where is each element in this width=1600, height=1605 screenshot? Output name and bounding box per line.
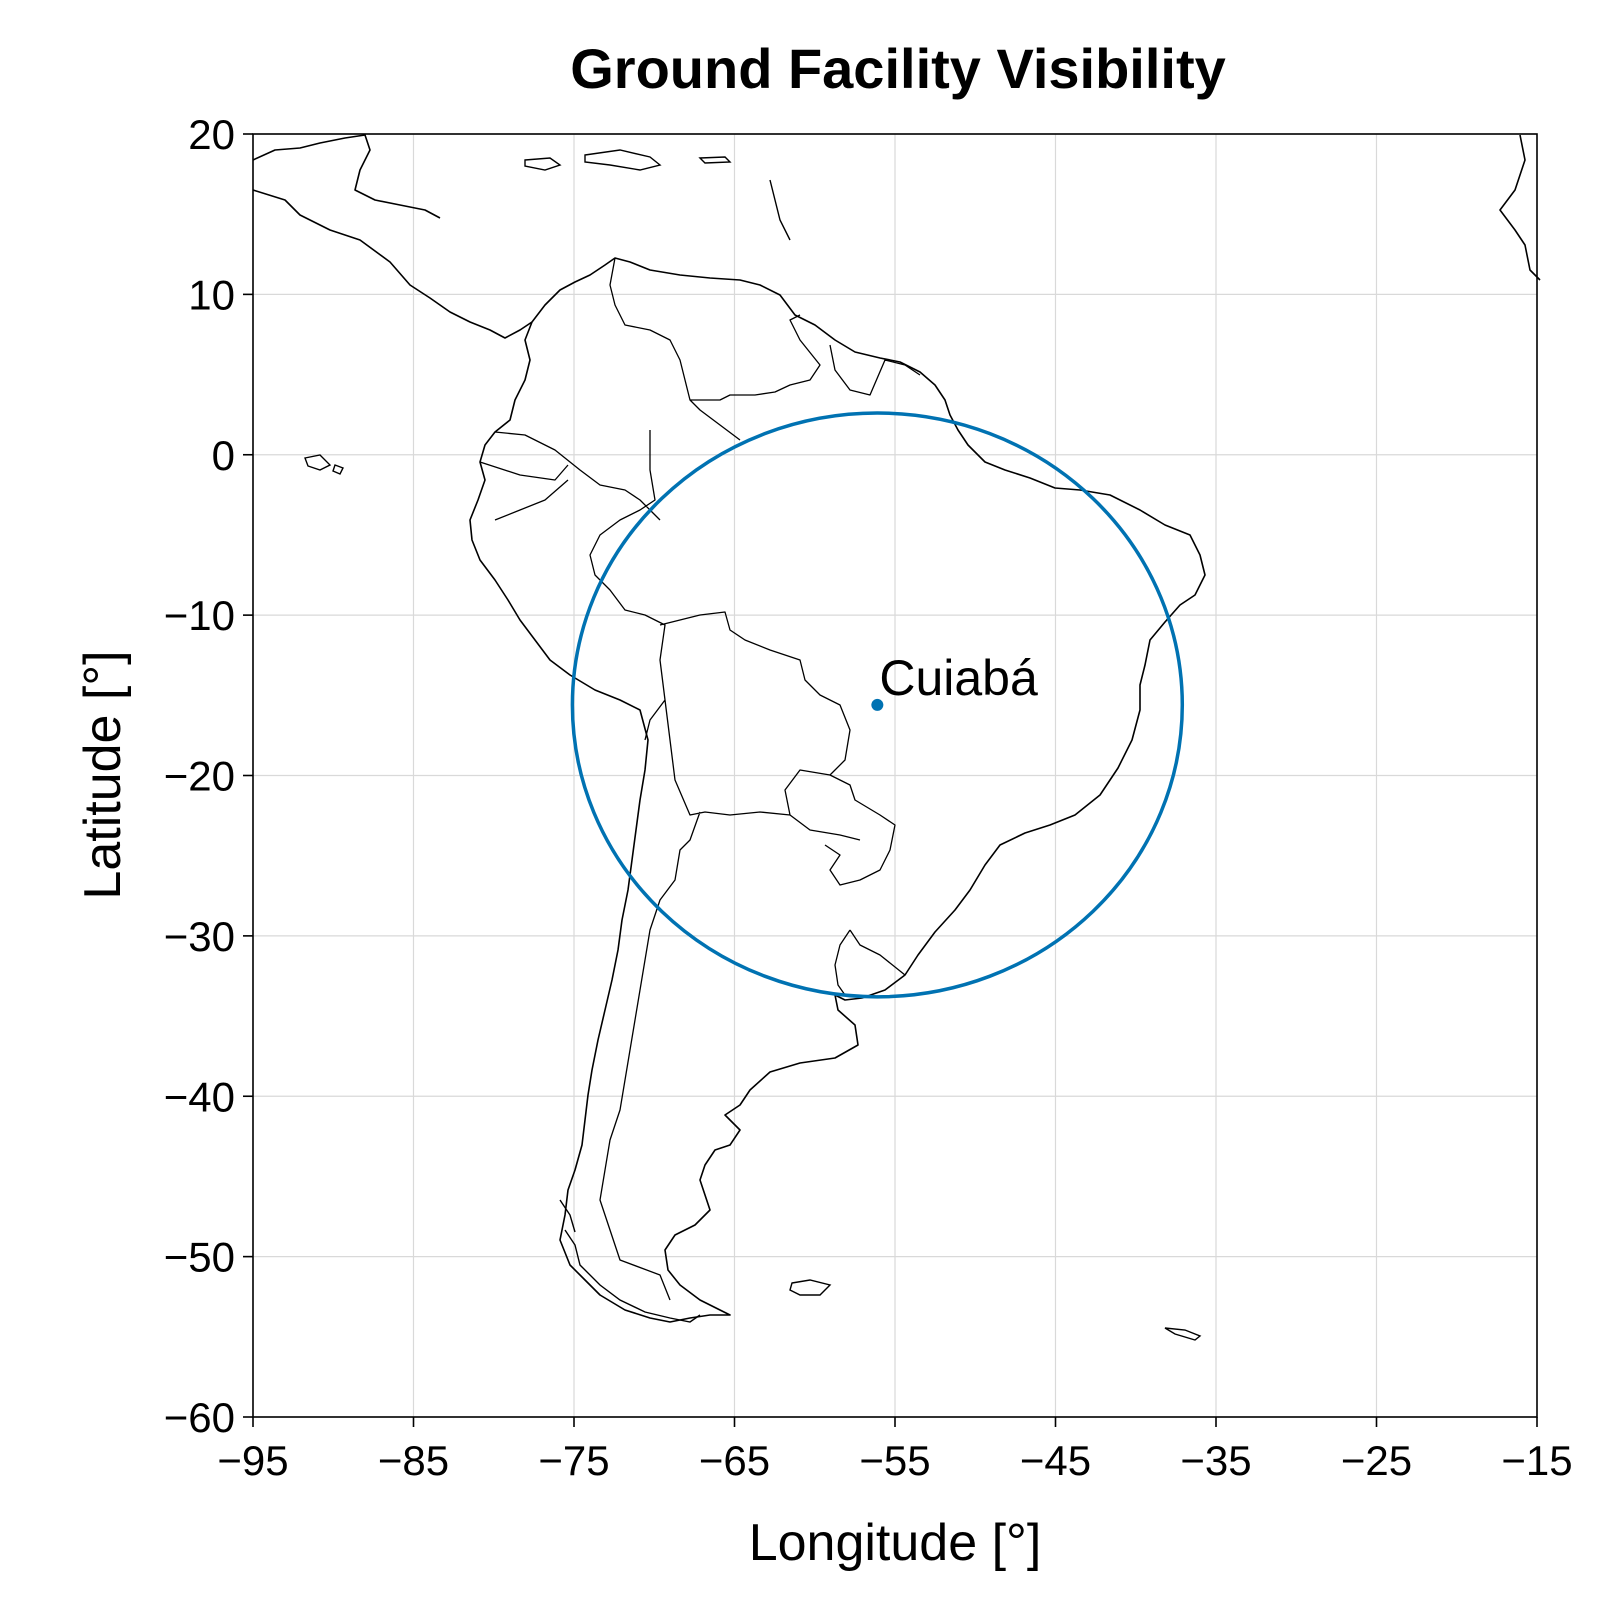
y-tick-label: −10: [164, 592, 235, 639]
y-tick-label: −60: [164, 1394, 235, 1441]
x-tick-label: −35: [1180, 1437, 1251, 1484]
facility-marker: [871, 698, 884, 711]
south-georgia-island: [1164, 1327, 1202, 1341]
x-axis-label: Longitude [°]: [749, 1514, 1042, 1572]
y-tick-label: −20: [164, 753, 235, 800]
y-tick-label: −40: [164, 1073, 235, 1120]
central-america-coast: [252, 134, 533, 339]
visibility-region: Cuiabá: [570, 411, 1185, 999]
south-america-coast: [469, 257, 1206, 1323]
y-tick-label: −30: [164, 913, 235, 960]
x-tick-label: −45: [1020, 1437, 1091, 1484]
x-tick-label: −95: [217, 1437, 288, 1484]
x-tick-label: −85: [378, 1437, 449, 1484]
y-tick-label: 10: [188, 271, 235, 318]
facility-label: Cuiabá: [879, 650, 1038, 706]
africa-coast: [1499, 134, 1541, 281]
falkland-islands: [789, 1279, 832, 1296]
x-tick-label: −25: [1341, 1437, 1412, 1484]
visibility-circle: [570, 411, 1185, 999]
x-tick-label: −75: [538, 1437, 609, 1484]
country-borders: [479, 257, 921, 1301]
x-axis-ticks: −95 −85 −75 −65 −55 −45 −35 −25 −15: [217, 1417, 1573, 1484]
gridlines: [252, 133, 1538, 1418]
x-tick-label: −65: [699, 1437, 770, 1484]
south-america-land: [252, 134, 1541, 1341]
caribbean-islands: [524, 149, 791, 241]
galapagos-islands: [304, 454, 344, 475]
y-tick-label: −50: [164, 1234, 235, 1281]
y-tick-label: 20: [188, 111, 235, 158]
y-axis-ticks: 20 10 0 −10 −20 −30 −40 −50 −60: [164, 111, 253, 1441]
y-tick-label: 0: [212, 432, 235, 479]
chart-title: Ground Facility Visibility: [570, 37, 1226, 100]
tierra-del-fuego-coast: [559, 1199, 701, 1323]
y-axis-label: Latitude [°]: [74, 650, 132, 899]
x-tick-label: −15: [1501, 1437, 1572, 1484]
x-tick-label: −55: [859, 1437, 930, 1484]
